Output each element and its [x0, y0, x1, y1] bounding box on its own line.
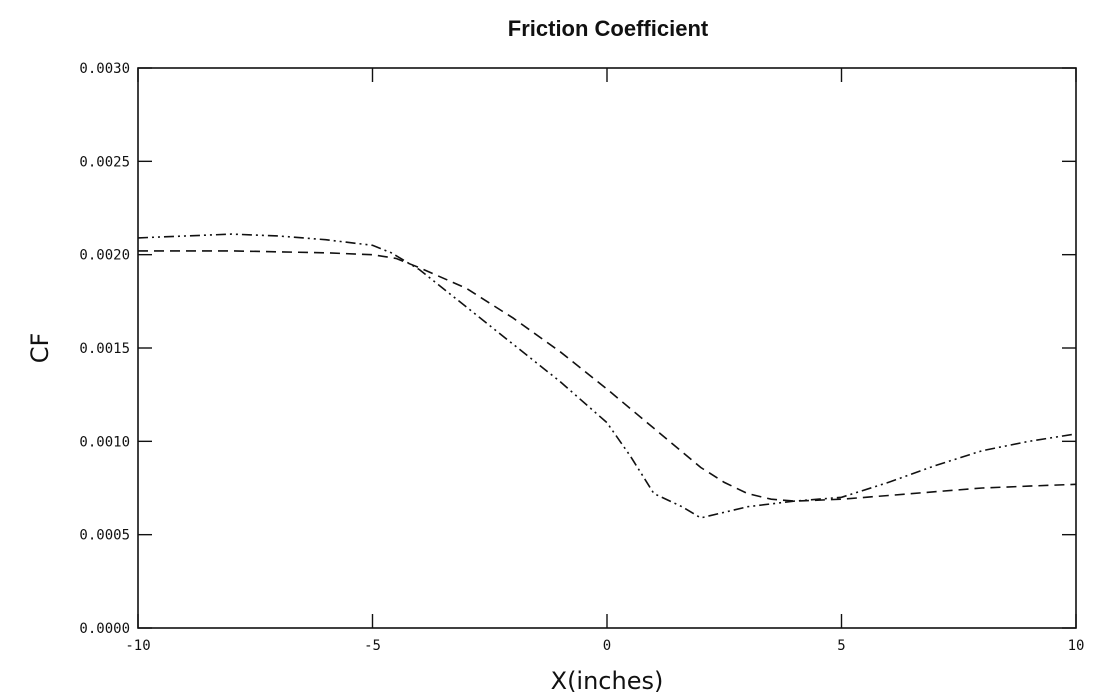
x-tick-label: 10 [1068, 638, 1085, 654]
x-axis-label: X(inches) [551, 667, 664, 695]
y-tick-label: 0.0030 [79, 61, 130, 77]
y-tick-label: 0.0010 [79, 434, 130, 450]
series-line-2 [137, 233, 1077, 519]
y-axis-label: CF [26, 333, 54, 364]
y-tick-labels: 0.0000 0.0005 0.0010 0.0015 0.0020 0.0025 0.00… [79, 61, 130, 637]
y-tick-label: 0.0020 [79, 248, 130, 264]
x-tick-labels: -10 -5 0 5 10 [125, 638, 1084, 654]
y-ticks [138, 67, 1076, 629]
y-tick-label: 0.0000 [79, 621, 130, 637]
x-ticks [137, 68, 1077, 628]
plot-frame [137, 67, 1077, 629]
series-line-1 [138, 250, 1077, 502]
x-tick-label: 5 [837, 638, 845, 654]
chart-title: Friction Coefficient [508, 16, 709, 41]
series-layer [137, 233, 1077, 519]
y-tick-label: 0.0005 [79, 528, 130, 544]
y-tick-label: 0.0015 [79, 341, 130, 357]
x-tick-label: -10 [125, 638, 150, 654]
x-tick-label: 0 [603, 638, 611, 654]
y-tick-label: 0.0025 [79, 154, 130, 170]
x-tick-label: -5 [364, 638, 381, 654]
